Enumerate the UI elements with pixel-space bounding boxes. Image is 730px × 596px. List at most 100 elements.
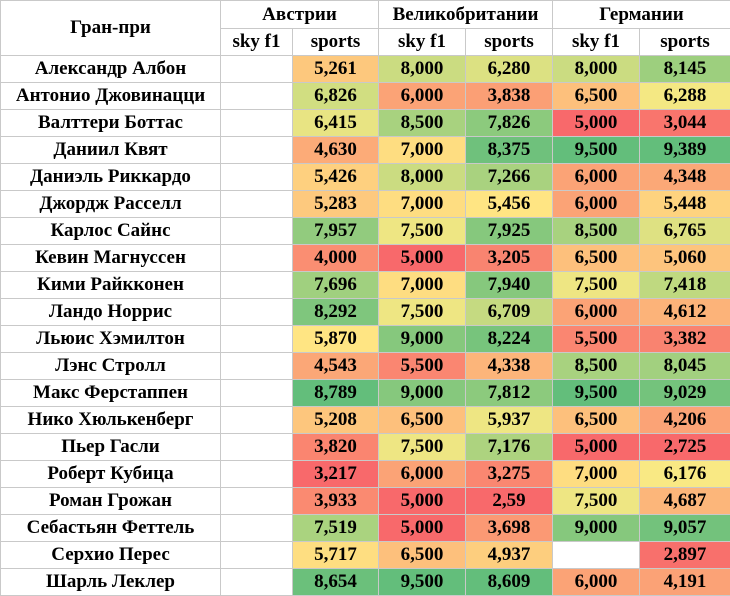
rating-cell <box>221 299 293 326</box>
rating-cell <box>221 245 293 272</box>
rating-cell: 4,348 <box>640 164 730 191</box>
source-header: sky f1 <box>553 29 640 56</box>
rating-cell: 6,415 <box>293 110 379 137</box>
rating-cell: 8,000 <box>553 56 640 83</box>
driver-name-cell: Карлос Сайнс <box>1 218 221 245</box>
rating-cell: 5,060 <box>640 245 730 272</box>
rating-cell: 6,000 <box>553 299 640 326</box>
rating-cell: 5,717 <box>293 542 379 569</box>
rating-cell: 7,000 <box>379 191 466 218</box>
rating-cell: 3,820 <box>293 434 379 461</box>
rating-cell: 3,698 <box>466 515 553 542</box>
rating-cell <box>221 434 293 461</box>
rating-cell: 7,000 <box>553 461 640 488</box>
source-header: sky f1 <box>221 29 293 56</box>
rating-cell: 6,709 <box>466 299 553 326</box>
rating-cell <box>221 191 293 218</box>
rating-cell: 3,275 <box>466 461 553 488</box>
rating-cell: 3,217 <box>293 461 379 488</box>
rating-cell: 6,000 <box>553 164 640 191</box>
rating-cell: 9,500 <box>553 380 640 407</box>
rating-cell: 5,261 <box>293 56 379 83</box>
rating-cell: 7,925 <box>466 218 553 245</box>
rating-cell: 2,59 <box>466 488 553 515</box>
rating-cell: 9,500 <box>553 137 640 164</box>
driver-name-cell: Кими Райкконен <box>1 272 221 299</box>
rating-cell <box>221 353 293 380</box>
rating-cell: 6,000 <box>553 569 640 596</box>
rating-cell: 4,687 <box>640 488 730 515</box>
rating-cell <box>221 542 293 569</box>
rating-cell: 7,500 <box>379 218 466 245</box>
rating-cell: 6,176 <box>640 461 730 488</box>
rating-cell: 7,000 <box>379 137 466 164</box>
rating-cell: 4,543 <box>293 353 379 380</box>
race-header-row: Гран-при Австрии Великобритании Германии <box>1 1 730 29</box>
rating-cell: 3,838 <box>466 83 553 110</box>
rating-cell: 8,500 <box>553 218 640 245</box>
rating-cell: 7,000 <box>379 272 466 299</box>
rating-cell: 8,045 <box>640 353 730 380</box>
rating-cell: 4,630 <box>293 137 379 164</box>
rating-cell: 7,826 <box>466 110 553 137</box>
rating-cell: 6,280 <box>466 56 553 83</box>
rating-cell: 5,000 <box>379 245 466 272</box>
driver-name-cell: Кевин Магнуссен <box>1 245 221 272</box>
rating-cell: 6,765 <box>640 218 730 245</box>
rating-cell <box>221 164 293 191</box>
rating-cell: 8,000 <box>379 164 466 191</box>
driver-name-cell: Льюис Хэмилтон <box>1 326 221 353</box>
rating-cell: 5,456 <box>466 191 553 218</box>
source-header: sports <box>293 29 379 56</box>
rating-cell: 4,338 <box>466 353 553 380</box>
rating-cell: 7,940 <box>466 272 553 299</box>
rating-cell <box>221 461 293 488</box>
rating-cell: 4,191 <box>640 569 730 596</box>
rating-cell: 7,418 <box>640 272 730 299</box>
driver-name-cell: Даниэль Риккардо <box>1 164 221 191</box>
driver-name-cell: Джордж Расселл <box>1 191 221 218</box>
rating-cell: 8,609 <box>466 569 553 596</box>
rating-cell: 8,000 <box>379 56 466 83</box>
rating-cell: 9,389 <box>640 137 730 164</box>
rating-cell: 5,937 <box>466 407 553 434</box>
rating-cell: 8,500 <box>553 353 640 380</box>
driver-name-cell: Роман Грожан <box>1 488 221 515</box>
race-header-britain: Великобритании <box>379 1 553 29</box>
rating-cell: 9,000 <box>379 326 466 353</box>
rating-cell: 6,000 <box>379 461 466 488</box>
rating-cell: 9,000 <box>379 380 466 407</box>
rating-cell: 9,000 <box>553 515 640 542</box>
rating-cell: 7,500 <box>379 299 466 326</box>
rating-cell <box>221 218 293 245</box>
source-header: sports <box>640 29 730 56</box>
rating-cell: 7,957 <box>293 218 379 245</box>
rating-cell: 5,448 <box>640 191 730 218</box>
driver-name-cell: Пьер Гасли <box>1 434 221 461</box>
rating-cell: 5,000 <box>553 110 640 137</box>
source-header: sky f1 <box>379 29 466 56</box>
rating-cell: 5,208 <box>293 407 379 434</box>
rating-cell: 6,000 <box>379 83 466 110</box>
driver-name-cell: Роберт Кубица <box>1 461 221 488</box>
race-header-austria: Австрии <box>221 1 379 29</box>
rating-cell <box>553 542 640 569</box>
rating-cell: 7,500 <box>379 434 466 461</box>
rating-cell: 2,725 <box>640 434 730 461</box>
rating-cell: 5,000 <box>379 515 466 542</box>
rating-cell <box>221 272 293 299</box>
rating-cell: 5,500 <box>553 326 640 353</box>
rating-cell: 3,205 <box>466 245 553 272</box>
rating-cell: 5,870 <box>293 326 379 353</box>
